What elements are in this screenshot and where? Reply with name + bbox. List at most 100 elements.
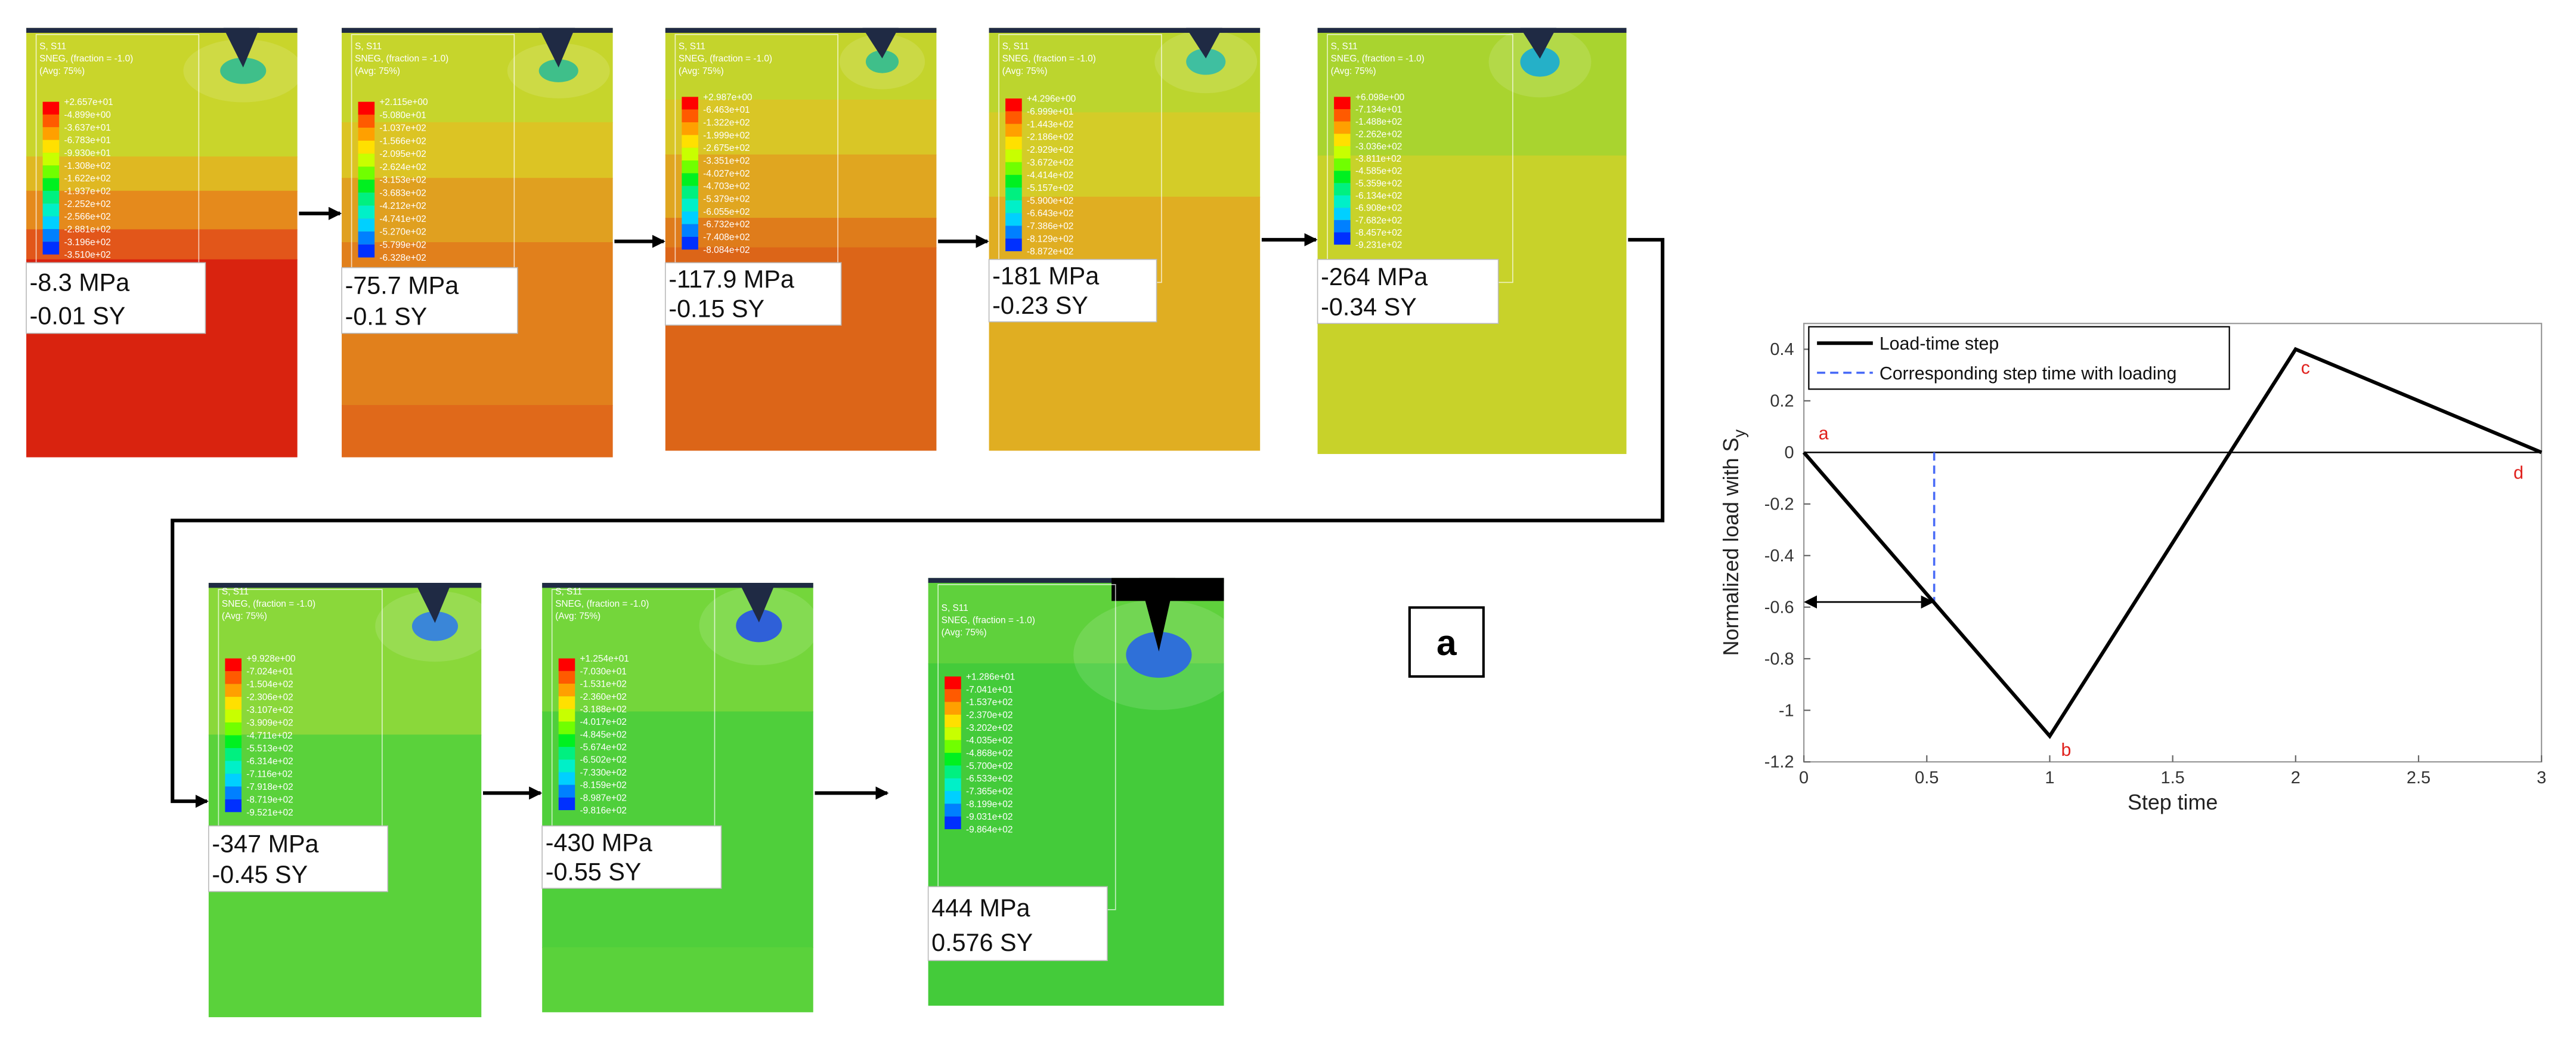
x-tick-label: 2.5 [2407,768,2431,787]
label-box [1408,606,1485,678]
point-label: b [2061,740,2072,760]
legend-swatch [1005,162,1022,175]
legend-value: -7.918e+02 [246,782,293,792]
stress-box [341,267,518,334]
top-strip [342,27,613,33]
legend-swatch [558,759,575,773]
legend-value: -7.408e+02 [703,233,750,243]
legend-value: -6.328e+02 [379,253,426,263]
legend-swatch [42,140,60,153]
legend-value: -5.900e+02 [1027,196,1073,206]
legend-value: -7.365e+02 [966,786,1013,796]
contour-blob [1126,632,1192,678]
void-region [1111,577,1224,601]
legend-value: -7.134e+01 [1355,105,1402,115]
legend-value: -1.308e+02 [64,161,110,171]
legend-value: +6.098e+00 [1355,92,1404,103]
legend-value: -6.055e+02 [703,207,750,217]
legend-swatch [1005,175,1022,188]
legend-value: -7.386e+02 [1027,221,1073,231]
legend-swatch [945,790,961,804]
legend-value: -4.868e+02 [966,748,1013,758]
y-tick-label: -0.6 [1764,598,1794,617]
legend-value: -3.909e+02 [246,718,293,728]
legend-value: -9.231e+02 [1355,240,1402,251]
contour-band [26,229,298,261]
legend-value: -3.510e+02 [64,250,110,260]
stress-value: -347 MPa [212,830,318,857]
legend-value: -4.035e+02 [966,736,1013,746]
contour-band [542,947,813,1012]
legend-value: -5.799e+02 [379,240,426,250]
x-tick-label: 1 [2045,768,2054,787]
contour-band [1317,27,1627,157]
legend-value: -9.864e+02 [966,824,1013,835]
legend-value: -6.732e+02 [703,220,750,230]
stress-box [208,825,389,892]
legend-avg: (Avg: 75%) [222,611,267,622]
legend-value: -9.031e+02 [966,812,1013,822]
y-tick-label: 0.4 [1770,340,1794,359]
contour-blob [1186,48,1226,75]
legend-avg: (Avg: 75%) [555,611,600,622]
legend-swatch [682,135,698,148]
contour-blob [411,611,459,641]
legend-value: -1.937e+02 [64,186,110,196]
legend-value: -6.314e+02 [246,756,293,767]
legend-value: -6.134e+02 [1355,191,1402,201]
contour-panel: S, S11 SNEG, (fraction = -1.0) (Avg: 75%) +… [988,27,1261,451]
legend-swatch [682,97,698,110]
legend-swatch [358,101,375,115]
legend-swatch [225,761,242,774]
stress-ratio: 0.576 SY [931,929,1033,956]
stress-value: -181 MPa [992,262,1099,290]
contour-panel: S, S11 SNEG, (fraction = -1.0) (Avg: 75%) +… [341,27,613,458]
legend-swatch [358,153,375,167]
legend-value: -3.196e+02 [64,237,110,248]
legend-swatch [1334,97,1351,110]
legend-swatch [558,671,575,684]
legend-subtitle: SNEG, (fraction = -1.0) [942,616,1035,626]
connector [171,237,1665,808]
legend-value: +2.115e+00 [379,97,428,107]
legend-title: S, S11 [39,42,66,52]
legend-box [1808,326,2230,390]
contour-panel: S, S11 SNEG, (fraction = -1.0) (Avg: 75%) +… [541,583,819,1012]
stress-ratio: -0.01 SY [30,302,126,329]
legend-value: -3.672e+02 [1027,157,1073,168]
legend-swatch [42,228,60,242]
legend-value: -4.703e+02 [703,181,750,191]
legend-value: -8.987e+02 [580,793,627,803]
legend-swatch [358,218,375,232]
legend-value: -3.351e+02 [703,156,750,166]
legend-swatch [42,178,60,191]
legend-swatch [1005,238,1022,252]
stress-box [541,825,722,889]
legend-value: -5.513e+02 [246,743,293,753]
legend-value: -7.030e+01 [580,666,627,677]
legend-swatch [1334,195,1351,208]
legend-avg: (Avg: 75%) [942,628,987,638]
legend-value: -2.370e+02 [966,710,1013,720]
contour-panel: S, S11 SNEG, (fraction = -1.0) (Avg: 75%) +… [26,27,304,458]
top-strip [928,577,1224,583]
legend-title: S, S11 [222,586,249,597]
legend-swatch [225,773,242,787]
contour-panel: S, S11 SNEG, (fraction = -1.0) (Avg: 75%) +… [1317,26,1627,455]
legend-subtitle: SNEG, (fraction = -1.0) [679,54,772,64]
legend-swatch [945,702,961,715]
legend-value: -5.674e+02 [580,743,627,753]
legend-swatch [1005,123,1022,137]
legend-title: S, S11 [1331,42,1358,52]
legend-value: +4.296e+00 [1027,94,1076,104]
legend-value: -5.359e+02 [1355,178,1402,189]
legend-value: -5.270e+02 [379,227,426,237]
contour-blob [736,609,782,642]
contour-band [342,122,613,179]
legend-swatch [42,190,60,204]
legend-swatch [558,709,575,722]
legend-swatch [945,689,961,702]
legend-value: -2.095e+02 [379,149,426,159]
legend-swatch [945,740,961,753]
